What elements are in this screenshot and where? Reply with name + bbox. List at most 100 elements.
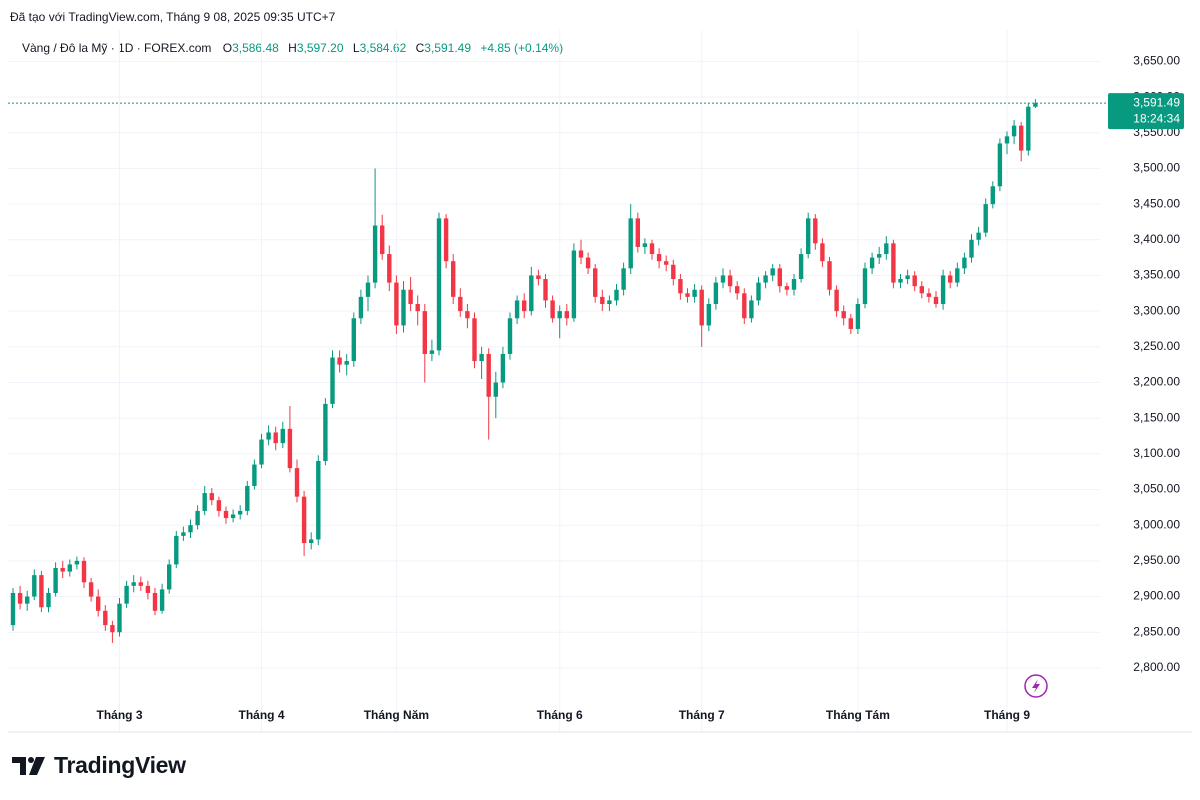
candle-body [287, 428, 293, 469]
symbol: Vàng / Đô la Mỹ · 1D · FOREX.com [22, 41, 212, 55]
candle-body [493, 382, 499, 397]
candle-body [436, 218, 442, 351]
candle-body [976, 232, 981, 240]
candle-body [749, 300, 754, 319]
candle-body [592, 268, 598, 297]
y-tick-label: 3,050.00 [1133, 482, 1180, 496]
candle-body [351, 318, 357, 362]
candle-body [969, 239, 974, 258]
created-note: Đã tạo với TradingView.com, Tháng 9 08, … [10, 10, 336, 24]
candle-body [131, 582, 136, 586]
candle-body [529, 275, 534, 312]
y-tick-label: 3,000.00 [1133, 517, 1180, 531]
candle-body [607, 300, 612, 304]
candle-body [947, 275, 953, 283]
candle-body [443, 218, 449, 262]
candle-body [10, 592, 16, 626]
candle-body [543, 279, 548, 301]
candle-body [486, 353, 491, 397]
low-label: L [352, 41, 360, 55]
candle-body [415, 304, 420, 312]
candle-body [656, 254, 662, 262]
candle-body [671, 264, 676, 280]
x-tick-label: Tháng 7 [679, 708, 725, 722]
candle-body [181, 532, 186, 536]
y-tick-label: 2,850.00 [1133, 624, 1180, 638]
candle-body [997, 143, 1003, 187]
candle-body [67, 564, 73, 572]
candle-body [372, 225, 378, 283]
candle-body [763, 275, 768, 283]
candle-body [1011, 125, 1017, 137]
candle-body [784, 286, 790, 290]
candle-body [188, 525, 193, 533]
candle-body [805, 218, 811, 255]
x-tick-label: Tháng 9 [984, 708, 1030, 722]
candle-body [955, 268, 960, 283]
legend: Vàng / Đô la Mỹ · 1D · FOREX.com O3,586.… [22, 41, 569, 55]
candle-body [124, 585, 129, 604]
candle-body [323, 403, 328, 461]
x-tick-label: Tháng 3 [96, 708, 142, 722]
candle-body [926, 293, 932, 297]
candle-body [912, 275, 917, 287]
candle-body [358, 296, 364, 319]
candle-body [17, 592, 23, 604]
candle-body [905, 275, 910, 280]
candle-body [110, 625, 115, 633]
candle-body [259, 439, 264, 465]
candle-body [166, 564, 172, 590]
candle-body [245, 485, 250, 511]
candle-body [685, 293, 690, 297]
candle-body [103, 610, 108, 626]
high-value: 3,597.20 [296, 41, 344, 55]
y-tick-label: 3,100.00 [1133, 446, 1180, 460]
candle-body [237, 510, 243, 515]
candle-body [855, 304, 861, 329]
candle-body [869, 257, 875, 269]
candle-body [862, 268, 868, 304]
candle-body [678, 279, 683, 294]
y-tick-label: 3,400.00 [1133, 232, 1180, 246]
candle-body [60, 568, 65, 572]
candle-body [280, 428, 286, 444]
candle-body [1033, 103, 1038, 107]
countdown: 18:24:34 [1133, 111, 1180, 125]
candle-body [536, 275, 541, 280]
candle-body [223, 510, 229, 519]
candle-body [898, 279, 903, 283]
lightning [1032, 679, 1040, 693]
candle-body [394, 282, 399, 326]
candle-body [1004, 136, 1010, 144]
logo[interactable]: TradingView [12, 752, 186, 779]
candle-body [876, 254, 882, 258]
candle-body [983, 204, 988, 233]
close-value: 3,591.49 [424, 41, 472, 55]
candle-body [742, 293, 747, 319]
change: +4.85 (+0.14%) [480, 41, 564, 55]
candle-body [514, 300, 520, 319]
candle-body [53, 568, 58, 593]
y-tick-label: 3,300.00 [1133, 303, 1180, 317]
open-value: 3,586.48 [232, 41, 279, 55]
candle-body [521, 300, 527, 312]
candle-body [458, 296, 463, 312]
candle-body [24, 596, 30, 604]
candle-body [316, 460, 321, 540]
candle-body [450, 261, 456, 297]
candle-body [621, 268, 626, 290]
candle-body [600, 296, 605, 304]
candle-body [642, 243, 648, 247]
y-tick-label: 3,200.00 [1133, 375, 1180, 389]
candle-body [209, 493, 215, 501]
candle-body [337, 357, 342, 365]
candle-body [813, 218, 818, 244]
y-tick-label: 3,500.00 [1133, 161, 1180, 175]
candle-body [429, 350, 435, 354]
candle-body [479, 353, 484, 362]
candle-body [230, 514, 236, 519]
candle-body [39, 575, 44, 608]
candle-body [266, 432, 271, 440]
candle-body [557, 311, 562, 319]
